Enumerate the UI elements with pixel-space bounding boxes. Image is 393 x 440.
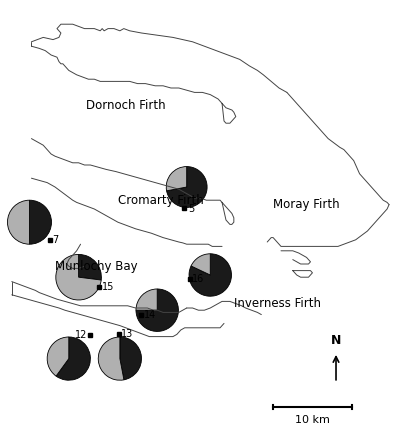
Wedge shape	[56, 254, 101, 300]
Wedge shape	[166, 167, 187, 191]
Text: 10 km: 10 km	[295, 415, 330, 425]
Text: 13: 13	[121, 330, 134, 339]
Wedge shape	[56, 337, 90, 380]
Wedge shape	[98, 337, 124, 380]
Wedge shape	[136, 289, 157, 310]
Text: Dornoch Firth: Dornoch Firth	[86, 99, 166, 112]
Text: 12: 12	[75, 330, 87, 340]
Text: N: N	[331, 334, 341, 347]
Wedge shape	[29, 200, 51, 244]
Wedge shape	[191, 254, 210, 275]
Text: 14: 14	[144, 310, 156, 319]
Wedge shape	[47, 337, 69, 376]
Wedge shape	[136, 289, 178, 331]
Wedge shape	[79, 254, 101, 280]
Text: Inverness Firth: Inverness Firth	[234, 297, 321, 310]
Text: Moray Firth: Moray Firth	[273, 198, 340, 211]
Wedge shape	[167, 167, 207, 207]
Text: 5: 5	[188, 204, 194, 213]
Text: Cromarty Firth: Cromarty Firth	[118, 194, 204, 207]
Text: 15: 15	[102, 282, 114, 292]
Wedge shape	[189, 254, 231, 296]
Text: 7: 7	[53, 235, 59, 245]
Text: Munlochy Bay: Munlochy Bay	[55, 260, 138, 273]
Text: 16: 16	[192, 275, 204, 284]
Wedge shape	[7, 200, 29, 244]
Wedge shape	[120, 337, 141, 380]
